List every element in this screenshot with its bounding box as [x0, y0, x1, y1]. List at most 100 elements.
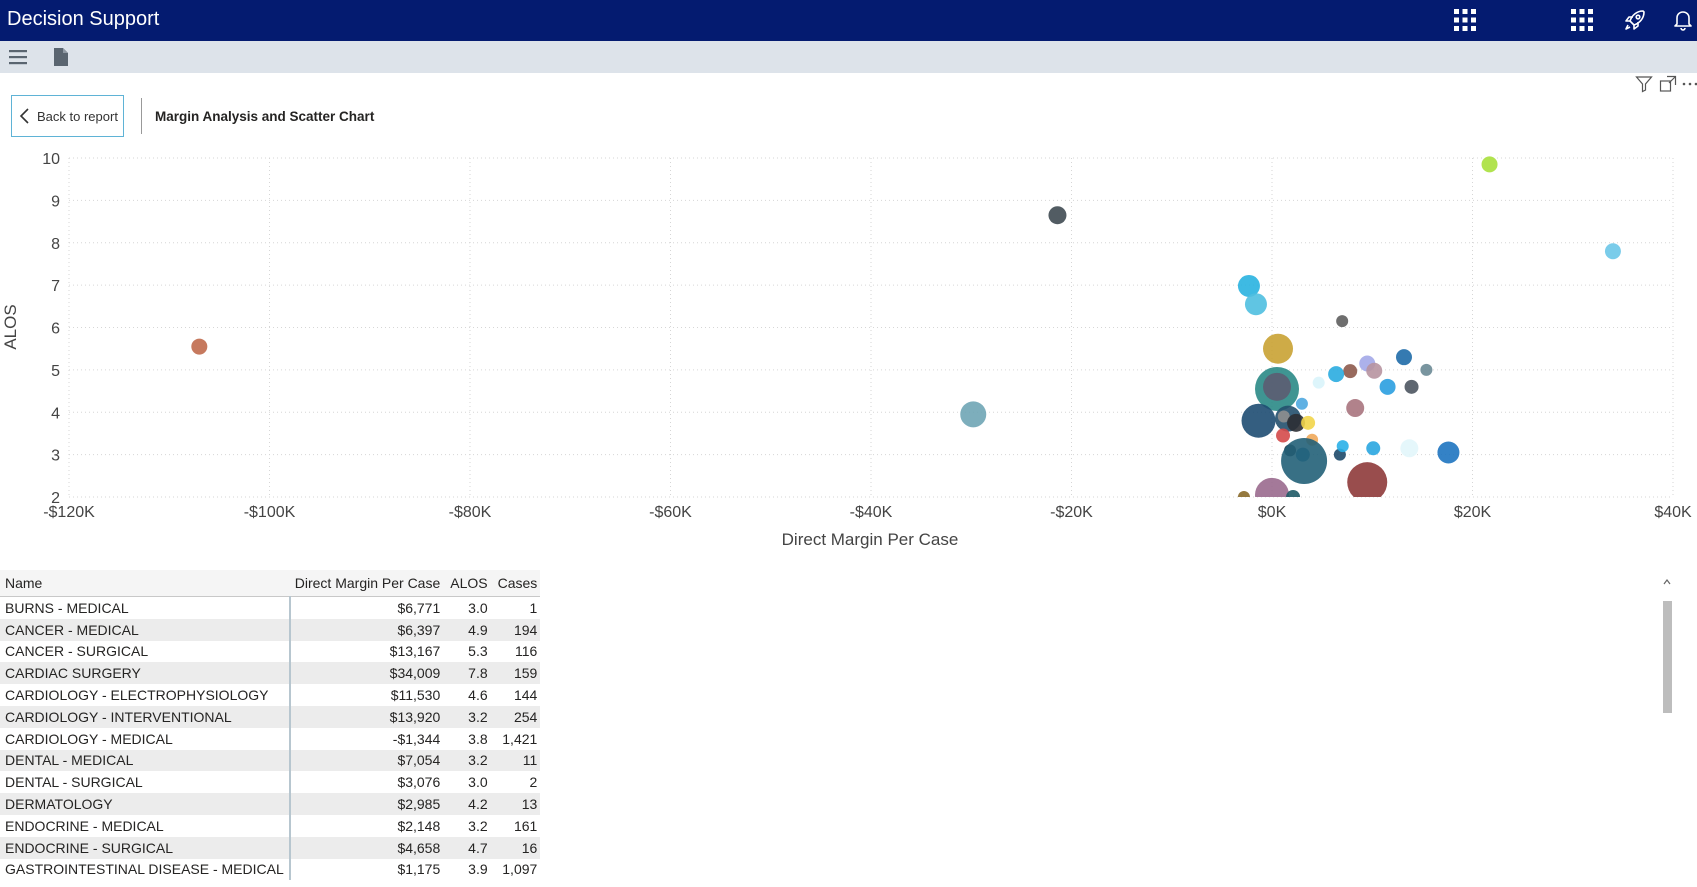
back-to-report-button[interactable]: Back to report [11, 95, 124, 137]
scrollbar-thumb[interactable] [1663, 601, 1672, 713]
x-tick-label: -$20K [1050, 504, 1093, 521]
row-margin-cell: $4,658 [289, 836, 446, 859]
row-name-cell: CANCER - MEDICAL [0, 618, 291, 641]
report-toolbar [0, 41, 1697, 73]
y-tick-label: 8 [51, 236, 60, 253]
row-name-cell: ENDOCRINE - MEDICAL [0, 814, 291, 837]
table-row[interactable]: DENTAL - SURGICAL $3,076 3.0 2 [0, 771, 540, 794]
table-scrollbar[interactable] [1662, 574, 1672, 887]
scatter-point[interactable] [1366, 441, 1381, 456]
row-cases-cell: 254 [492, 705, 540, 728]
scatter-point[interactable] [1237, 491, 1250, 503]
filter-icon[interactable] [1635, 75, 1653, 93]
scatter-point[interactable] [1048, 206, 1067, 225]
row-cases-cell: 13 [492, 793, 540, 815]
apps-grid-icon[interactable] [1453, 8, 1477, 32]
scatter-point[interactable] [1263, 333, 1294, 364]
hamburger-menu-icon[interactable] [8, 47, 28, 67]
row-alos-cell: 5.3 [468, 643, 488, 660]
table-row[interactable]: CARDIAC SURGERY $34,009 7.8 159 [0, 662, 540, 685]
y-tick-label: 5 [51, 363, 60, 380]
rocket-icon[interactable] [1623, 8, 1647, 32]
back-to-report-label: Back to report [37, 109, 118, 124]
row-name-cell: CANCER - SURGICAL [0, 640, 291, 663]
scatter-point[interactable] [1281, 437, 1328, 484]
table-row[interactable]: ENDOCRINE - SURGICAL $4,658 4.7 16 [0, 836, 540, 859]
x-tick-label: -$40K [850, 504, 893, 521]
scatter-point[interactable] [1328, 366, 1345, 383]
table-row[interactable]: DERMATOLOGY $2,985 4.2 13 [0, 793, 540, 815]
x-tick-label: -$60K [649, 504, 692, 521]
row-alos-cell: 4.7 [445, 836, 493, 859]
scatter-point[interactable] [960, 401, 987, 428]
row-alos-cell: 3.2 [468, 817, 488, 834]
table-row[interactable]: GASTROINTESTINAL DISEASE - MEDICAL $1,175… [0, 858, 540, 881]
more-options-icon[interactable] [1681, 75, 1697, 93]
scatter-point[interactable] [1336, 440, 1349, 453]
row-margin-cell: -$1,344 [392, 730, 441, 747]
table-row[interactable]: DENTAL - MEDICAL $7,054 3.2 11 [0, 749, 540, 772]
x-tick-label: $40K [1654, 504, 1692, 521]
scatter-point[interactable] [1263, 372, 1292, 401]
column-header[interactable]: Direct Margin Per Case [289, 570, 446, 597]
table-row[interactable]: CARDIOLOGY - MEDICAL -$1,344 3.8 1,421 [0, 727, 540, 750]
table-row[interactable]: ENDOCRINE - MEDICAL $2,148 3.2 161 [0, 814, 540, 837]
scatter-point[interactable] [1604, 243, 1621, 260]
visual-title: Margin Analysis and Scatter Chart [155, 109, 375, 124]
scatter-point[interactable] [1237, 274, 1260, 297]
focus-mode-icon[interactable] [1659, 75, 1677, 93]
table-row[interactable]: CARDIOLOGY - INTERVENTIONAL $13,920 3.2 254 [0, 705, 540, 728]
chart-gridlines [68, 157, 1674, 498]
scatter-point[interactable] [1241, 403, 1276, 438]
chart-tick-labels: 2 3 4 5 6 7 8 9 10 -$120K -$100K -$80K -$60K -$40K -$2… [42, 151, 1692, 521]
scatter-point[interactable] [1301, 415, 1316, 430]
scatter-point[interactable] [1336, 315, 1349, 328]
document-icon[interactable] [51, 47, 71, 67]
scatter-point[interactable] [1437, 441, 1460, 464]
row-cases-cell: 194 [492, 618, 540, 641]
scatter-point[interactable] [1404, 379, 1419, 394]
row-margin-cell: $2,148 [397, 817, 441, 834]
scatter-point[interactable] [1347, 462, 1388, 502]
table-row[interactable]: CANCER - SURGICAL $13,167 5.3 116 [0, 640, 540, 663]
scatter-point[interactable] [1277, 410, 1290, 423]
row-alos-cell: 4.6 [468, 687, 488, 704]
table-row[interactable]: CANCER - MEDICAL $6,397 4.9 194 [0, 618, 540, 641]
column-header[interactable]: Name [0, 570, 290, 597]
chevron-up-icon[interactable] [1662, 574, 1672, 585]
scatter-point[interactable] [1366, 362, 1383, 379]
scatter-chart[interactable]: 2 3 4 5 6 7 8 9 10 -$120K -$100K -$80K -$60K -$40K -$2… [0, 140, 1697, 560]
bell-icon[interactable] [1671, 8, 1695, 32]
x-tick-label: $0K [1258, 504, 1287, 521]
y-tick-label: 7 [51, 278, 60, 295]
scatter-point[interactable] [1295, 397, 1308, 410]
row-alos-cell: 3.2 [445, 749, 493, 772]
column-header[interactable]: ALOS [445, 570, 493, 597]
scatter-point[interactable] [1244, 293, 1267, 316]
scatter-point[interactable] [191, 338, 208, 355]
data-table: Name Direct Margin Per Case ALOS Cases B… [0, 570, 540, 887]
apps-grid-icon[interactable] [1570, 8, 1594, 32]
row-alos-cell: 3.9 [468, 861, 488, 878]
scatter-point[interactable] [1395, 349, 1412, 366]
scatter-point[interactable] [1255, 477, 1289, 512]
scatter-point[interactable] [1481, 156, 1498, 173]
row-cases-cell: 116 [514, 643, 538, 660]
table-row[interactable]: BURNS - MEDICAL $6,771 3.0 1 [0, 596, 540, 619]
row-cases-cell: 144 [513, 687, 538, 704]
scatter-point[interactable] [1343, 364, 1358, 379]
scatter-point[interactable] [1379, 378, 1396, 395]
row-margin-cell: $2,985 [289, 793, 446, 815]
scatter-point[interactable] [1276, 428, 1291, 443]
scatter-point[interactable] [1286, 490, 1301, 504]
scatter-point[interactable] [1312, 376, 1325, 389]
row-alos-cell: 3.2 [445, 705, 493, 728]
chart-points[interactable] [191, 156, 1621, 512]
table-row[interactable]: CARDIOLOGY - ELECTROPHYSIOLOGY $11,530 4.6… [0, 684, 540, 706]
scatter-point[interactable] [1420, 363, 1433, 376]
scatter-point[interactable] [1400, 439, 1419, 458]
column-header[interactable]: Cases [492, 570, 540, 597]
scatter-point[interactable] [1287, 413, 1306, 432]
scatter-point[interactable] [1346, 399, 1365, 418]
title-divider [141, 98, 142, 134]
